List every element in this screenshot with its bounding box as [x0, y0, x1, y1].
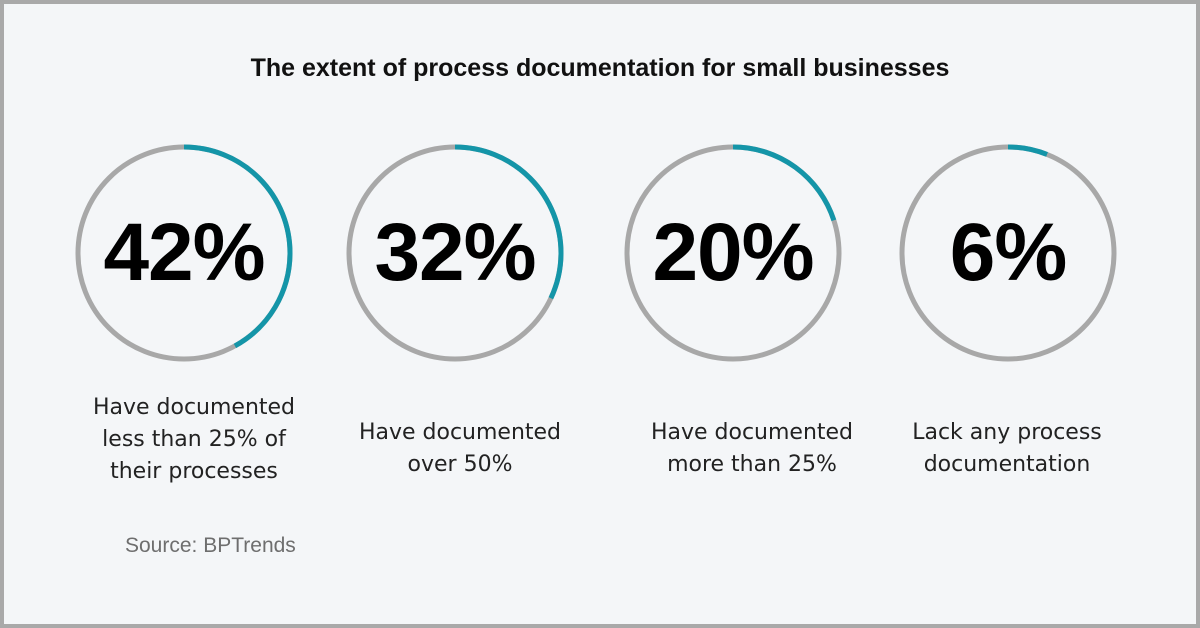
caption-3: Have documented more than 25%: [602, 417, 902, 481]
caption-3-line-2: more than 25%: [667, 452, 837, 477]
infographic-card: The extent of process documentation for …: [4, 4, 1196, 624]
percentage-label-4: 6%: [949, 207, 1068, 298]
caption-1-line-3: their processes: [110, 459, 278, 484]
caption-2-line-1: Have documented: [358, 420, 562, 445]
ring-graphic-2: [346, 144, 564, 362]
caption-3-line-1: Have documented: [650, 420, 854, 445]
ring-fill-3: [624, 144, 842, 362]
percentage-label-2: 32%: [374, 207, 536, 298]
ring-fill-4: [899, 144, 1117, 362]
caption-2: Have documented over 50%: [310, 417, 610, 481]
ring-chart-4: 6%: [895, 140, 1121, 366]
caption-1: Have documented less than 25% of their p…: [44, 392, 344, 488]
ring-graphic-3: [624, 144, 842, 362]
caption-2-line-2: over 50%: [407, 452, 513, 477]
ring-graphic-4: [899, 144, 1117, 362]
source-note: Source: BPTrends: [125, 534, 296, 557]
caption-1-line-2: less than 25% of: [102, 427, 286, 452]
ring-graphic-1: [75, 144, 293, 362]
percentage-label-1: 42%: [103, 207, 265, 298]
ring-fill-1: [75, 144, 293, 362]
percentage-label-3: 20%: [652, 207, 814, 298]
caption-4: Lack any process documentation: [857, 417, 1157, 481]
ring-chart-2: 32%: [342, 140, 568, 366]
caption-4-line-2: documentation: [923, 452, 1091, 477]
caption-4-line-1: Lack any process: [912, 420, 1102, 445]
ring-chart-3: 20%: [620, 140, 846, 366]
chart-title: The extent of process documentation for …: [250, 54, 950, 82]
caption-1-line-1: Have documented: [92, 395, 296, 420]
ring-fill-2: [346, 144, 564, 362]
ring-chart-1: 42%: [71, 140, 297, 366]
